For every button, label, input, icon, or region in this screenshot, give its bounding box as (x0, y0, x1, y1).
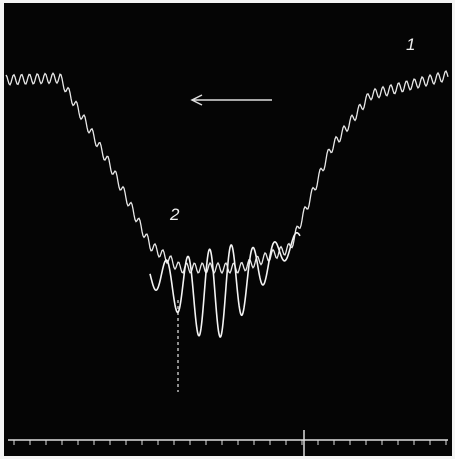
screen (4, 3, 452, 456)
trace-2 (149, 232, 301, 338)
time-scale-ticks (13, 440, 447, 445)
arrow-head (190, 94, 203, 106)
trace-1-label: 1 (406, 35, 415, 54)
trace-2-label: 2 (169, 205, 180, 224)
arrow (190, 94, 272, 106)
